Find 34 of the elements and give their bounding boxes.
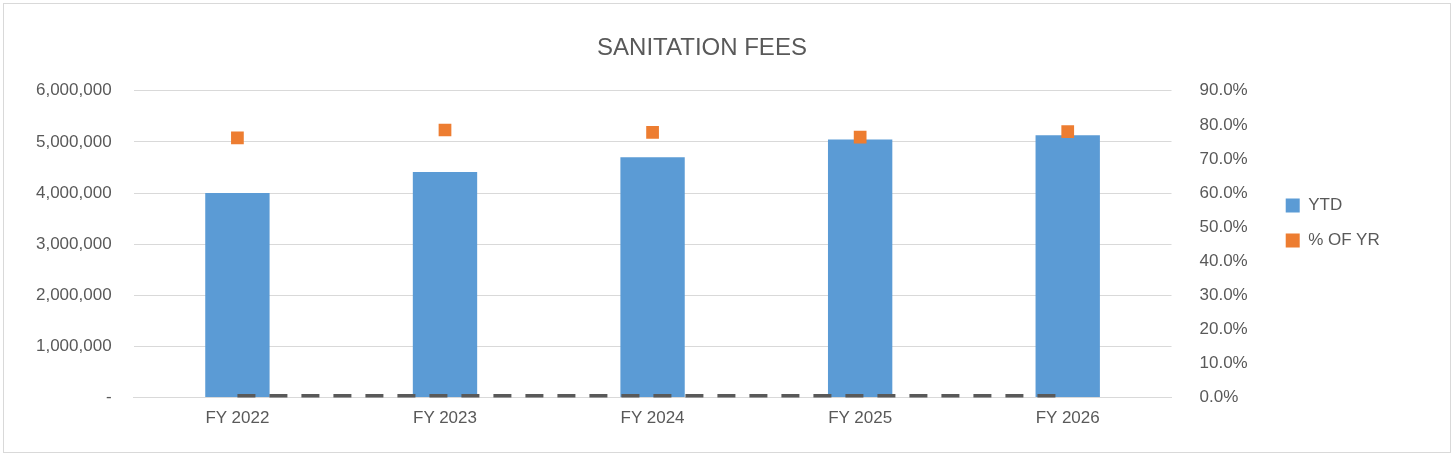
bar: [205, 193, 270, 398]
point: [1061, 125, 1075, 139]
x-tick-label: FY 2023: [413, 408, 477, 428]
y2-tick-label: 40.0%: [1199, 250, 1248, 270]
y2-tick-label: 70.0%: [1199, 148, 1248, 168]
y2-tick-label: 30.0%: [1199, 285, 1248, 305]
y-tick-label: 4,000,000: [35, 182, 112, 202]
legend-label: % OF YR: [1308, 230, 1380, 250]
y2-tick-label: 90.0%: [1199, 80, 1248, 100]
y2-tick-label: 20.0%: [1199, 319, 1248, 339]
legend-label: YTD: [1308, 195, 1343, 215]
point: [853, 130, 867, 144]
y-tick-label: 2,000,000: [35, 285, 112, 305]
bar: [620, 157, 685, 398]
y-tick-label: 6,000,000: [35, 80, 112, 100]
x-tick-label: FY 2025: [828, 408, 893, 428]
bar: [827, 139, 893, 398]
y2-tick-label: 50.0%: [1199, 216, 1248, 236]
y-tick-label: 3,000,000: [35, 233, 112, 253]
y-tick-label: -: [105, 387, 112, 407]
x-tick-label: FY 2026: [1035, 408, 1100, 428]
y2-tick-label: 60.0%: [1199, 182, 1248, 202]
point: [646, 126, 659, 139]
y-tick-label: 1,000,000: [35, 336, 112, 356]
y2-tick-label: 10.0%: [1199, 353, 1248, 373]
y2-tick-label: 80.0%: [1199, 114, 1248, 134]
y2-tick-label: 0.0%: [1199, 387, 1239, 407]
bar: [412, 172, 478, 398]
point: [231, 131, 244, 145]
chart-title: SANITATION FEES: [597, 33, 807, 61]
bar: [1035, 135, 1100, 398]
y-tick-label: 5,000,000: [35, 131, 112, 151]
x-tick-label: FY 2024: [620, 408, 685, 428]
x-tick-label: FY 2022: [205, 408, 270, 428]
